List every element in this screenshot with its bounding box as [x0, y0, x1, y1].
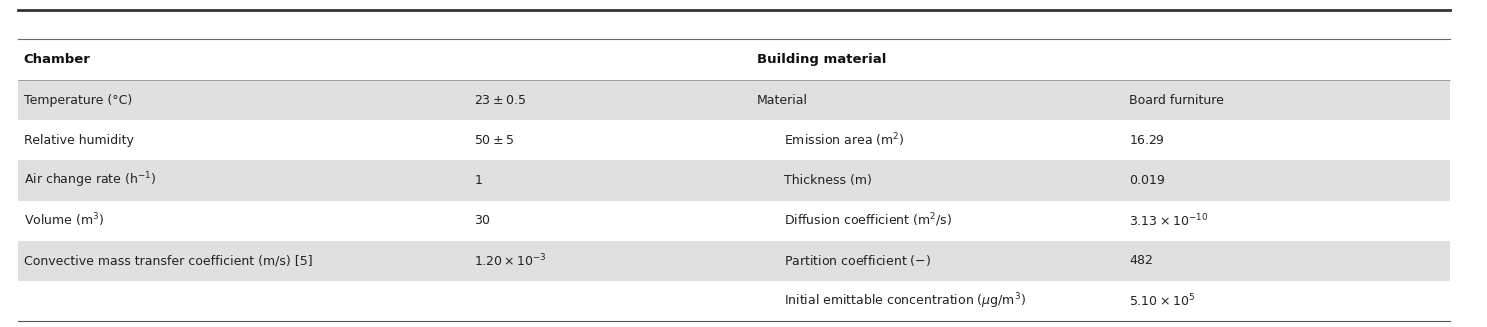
Bar	[18, 80, 1450, 120]
Text: Chamber: Chamber	[24, 53, 91, 66]
Text: $30$: $30$	[474, 214, 491, 227]
Text: $16.29$: $16.29$	[1129, 134, 1164, 147]
Text: Air change rate (h$^{-1}$): Air change rate (h$^{-1}$)	[24, 171, 156, 190]
Text: Volume (m$^{3}$): Volume (m$^{3}$)	[24, 212, 104, 230]
Text: $0.019$: $0.019$	[1129, 174, 1166, 187]
Text: Emission area (m$^{2}$): Emission area (m$^{2}$)	[784, 131, 904, 149]
Text: Building material: Building material	[757, 53, 886, 66]
Text: $5.10\times10^{5}$: $5.10\times10^{5}$	[1129, 293, 1194, 309]
Text: Board furniture: Board furniture	[1129, 94, 1224, 107]
Bar	[18, 161, 1450, 201]
Text: $23\pm0.5$: $23\pm0.5$	[474, 94, 526, 107]
Text: Initial emittable concentration ($\mu$g/m$^{3}$): Initial emittable concentration ($\mu$g/…	[784, 291, 1026, 311]
Text: $3.13\times10^{-10}$: $3.13\times10^{-10}$	[1129, 213, 1207, 229]
Text: Temperature (°C): Temperature (°C)	[24, 94, 132, 107]
Text: Relative humidity: Relative humidity	[24, 134, 134, 147]
Text: Material: Material	[757, 94, 807, 107]
Text: $50\pm5$: $50\pm5$	[474, 134, 515, 147]
Text: Convective mass transfer coefficient (m/s) [5]: Convective mass transfer coefficient (m/…	[24, 254, 312, 267]
Text: $1.20\times10^{-3}$: $1.20\times10^{-3}$	[474, 252, 547, 269]
Text: Thickness (m): Thickness (m)	[784, 174, 871, 187]
Text: $482$: $482$	[1129, 254, 1152, 267]
Text: Diffusion coefficient (m$^{2}$/s): Diffusion coefficient (m$^{2}$/s)	[784, 212, 952, 230]
Text: $1$: $1$	[474, 174, 483, 187]
Text: Partition coefficient $(-$): Partition coefficient $(-$)	[784, 253, 931, 268]
Bar	[18, 241, 1450, 281]
